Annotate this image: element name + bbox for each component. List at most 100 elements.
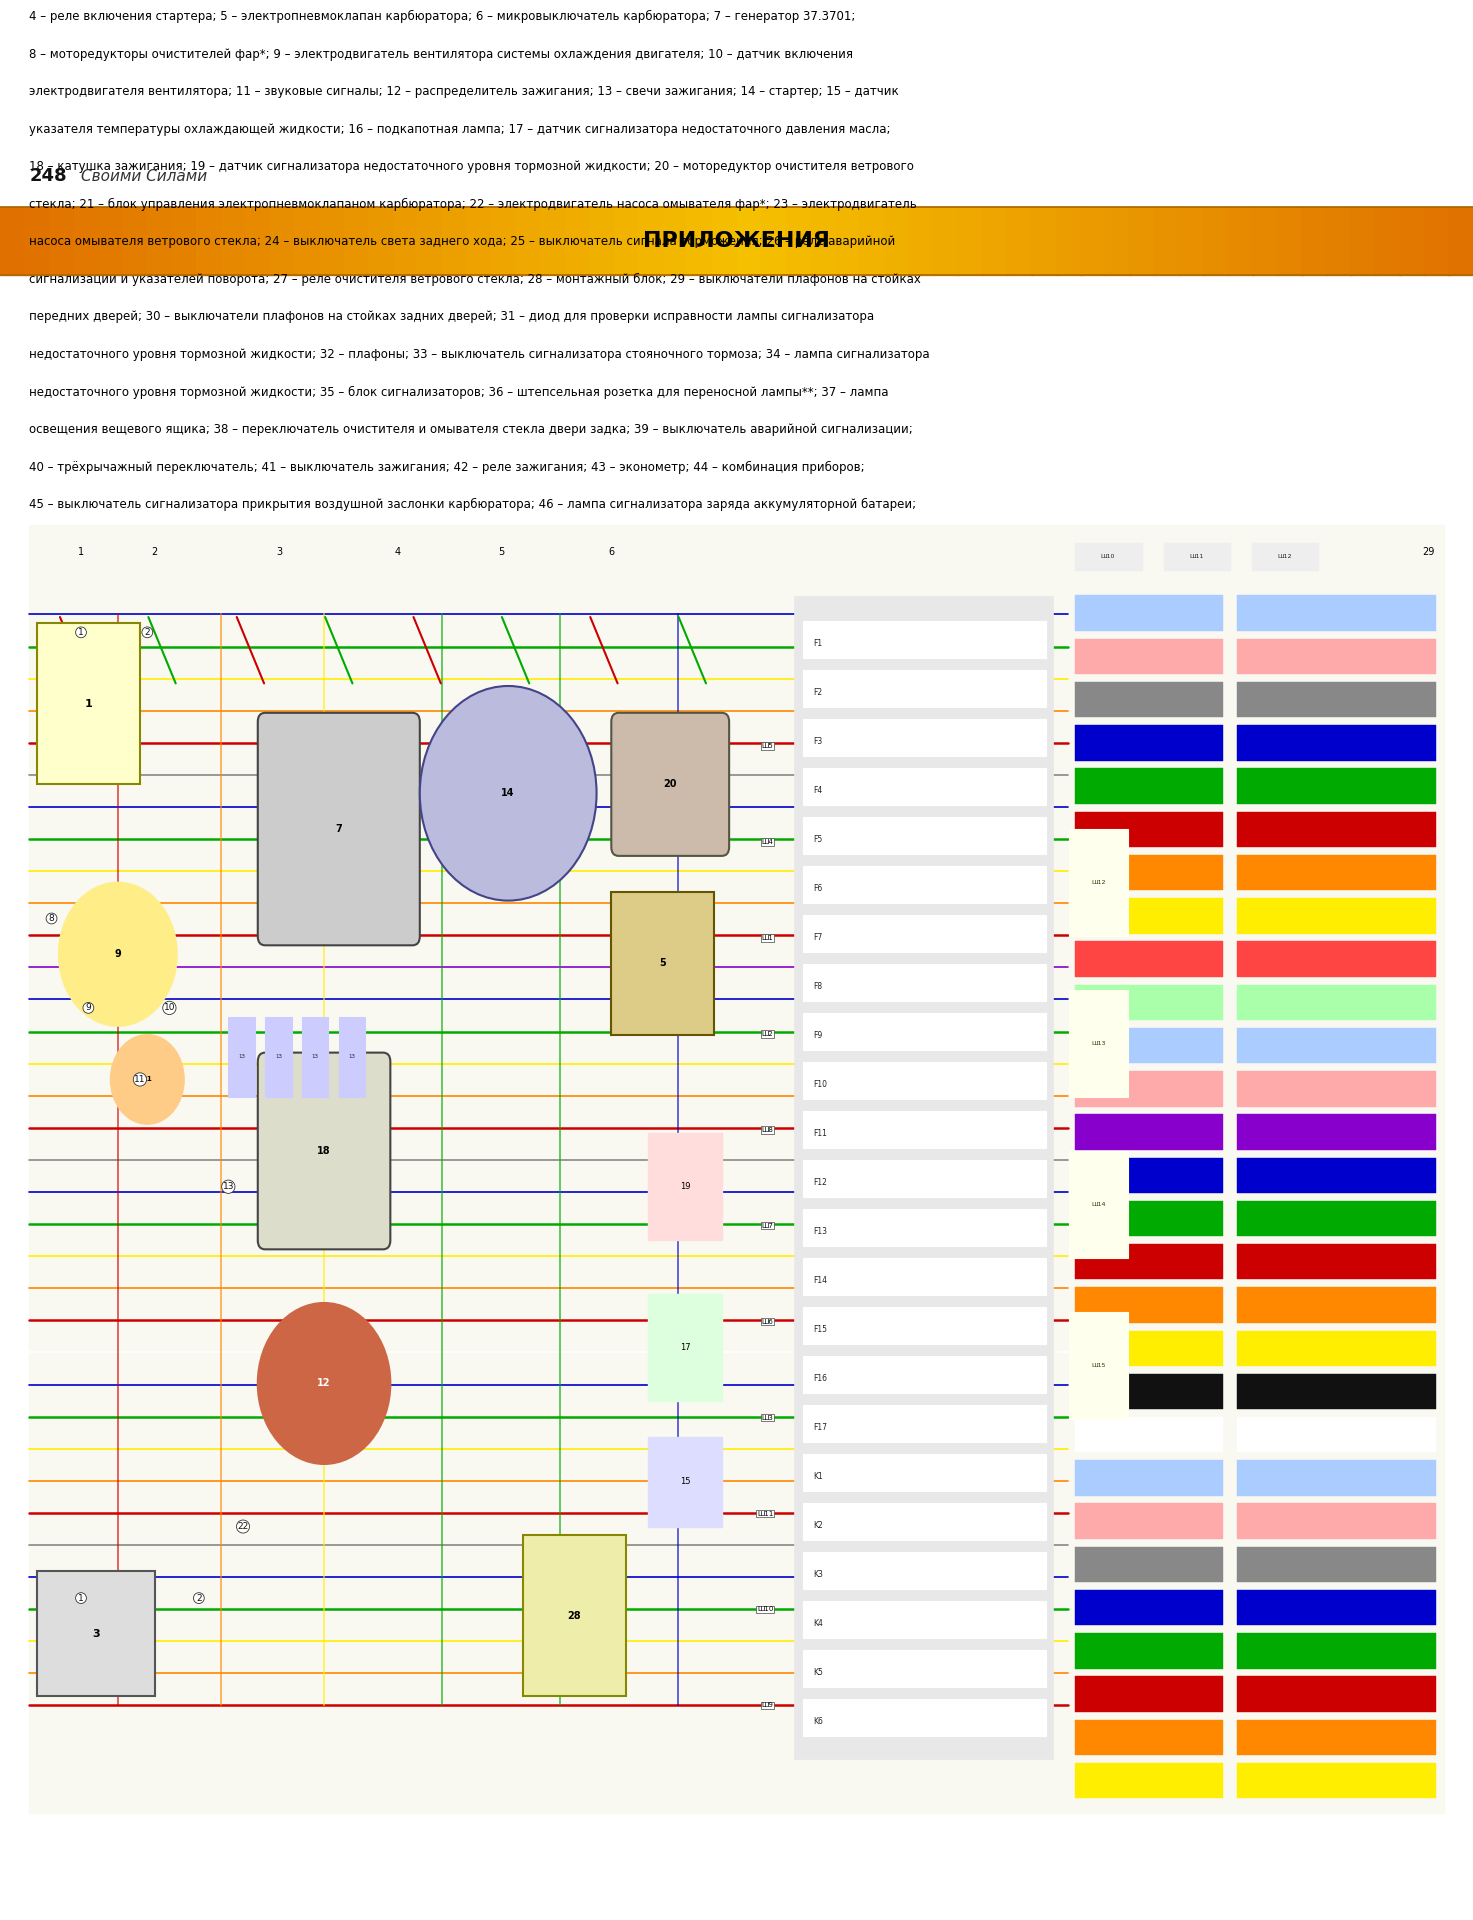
FancyBboxPatch shape (258, 712, 420, 945)
Bar (957, 207, 984, 275)
Text: 3: 3 (277, 547, 283, 557)
Bar (884, 207, 910, 275)
Text: Ш15: Ш15 (1091, 1363, 1106, 1369)
Bar (803, 1258, 1046, 1294)
Bar (1237, 1590, 1436, 1626)
Bar (803, 1649, 1046, 1688)
Text: K3: K3 (813, 1571, 823, 1578)
Text: освещения вещевого ящика; 38 – переключатель очистителя и омывателя стекла двери: освещения вещевого ящика; 38 – переключа… (29, 422, 913, 436)
Text: 1: 1 (84, 699, 93, 708)
Bar (803, 720, 1046, 756)
Bar (1237, 899, 1436, 933)
Bar (1237, 812, 1436, 847)
Bar (442, 207, 468, 275)
Bar (803, 1062, 1046, 1098)
Bar (1075, 1027, 1223, 1064)
Bar (1448, 207, 1473, 275)
Bar (589, 207, 616, 275)
Bar (1227, 207, 1254, 275)
Text: 8 – моторедукторы очистителей фар*; 9 – электродвигатель вентилятора системы охл: 8 – моторедукторы очистителей фар*; 9 – … (29, 48, 853, 61)
Text: передних дверей; 30 – выключатели плафонов на стойках задних дверей; 31 – диод д: передних дверей; 30 – выключатели плафон… (29, 311, 875, 323)
Bar (1237, 1417, 1436, 1452)
Bar (25, 207, 50, 275)
Bar (74, 207, 100, 275)
Bar (795, 597, 1053, 1759)
Text: 12: 12 (317, 1379, 331, 1388)
Text: Ш2: Ш2 (762, 1031, 773, 1037)
Bar (368, 207, 395, 275)
Bar (1237, 1200, 1436, 1236)
Text: 17: 17 (679, 1344, 691, 1352)
Bar (1075, 1461, 1223, 1496)
Text: 5: 5 (660, 958, 666, 968)
Bar (49, 207, 75, 275)
Bar (1075, 1763, 1223, 1799)
Bar (803, 916, 1046, 952)
Bar (99, 207, 124, 275)
Text: 6: 6 (608, 547, 614, 557)
Bar (1075, 1634, 1223, 1668)
Text: K2: K2 (813, 1521, 823, 1530)
Bar (1237, 985, 1436, 1020)
Bar (1237, 1634, 1436, 1668)
Text: Ш10: Ш10 (1100, 553, 1115, 559)
Text: 45 – выключатель сигнализатора прикрытия воздушной заслонки карбюратора; 46 – ла: 45 – выключатель сигнализатора прикрытия… (29, 497, 916, 511)
Text: 22: 22 (237, 1523, 249, 1530)
Bar (1075, 1244, 1223, 1279)
Text: 248: 248 (29, 167, 68, 186)
Text: Ш8: Ш8 (762, 1127, 773, 1133)
Bar (803, 1210, 1046, 1246)
Bar (393, 207, 418, 275)
Bar (1237, 1503, 1436, 1540)
Bar (648, 1294, 722, 1402)
Bar (1075, 1114, 1223, 1150)
Text: 4: 4 (395, 547, 401, 557)
Text: 3: 3 (91, 1628, 100, 1640)
Bar (711, 207, 738, 275)
Text: 8: 8 (49, 914, 55, 924)
Bar (1075, 1503, 1223, 1540)
Bar (1203, 207, 1228, 275)
Bar (1277, 207, 1302, 275)
Bar (1424, 207, 1449, 275)
Bar (302, 1018, 328, 1098)
Text: F4: F4 (813, 787, 822, 795)
Bar (147, 207, 174, 275)
Bar (835, 207, 860, 275)
Bar (1237, 1763, 1436, 1799)
Text: 28: 28 (567, 1611, 582, 1620)
Text: 2: 2 (144, 628, 150, 637)
Text: Ш4: Ш4 (762, 839, 773, 845)
Bar (1237, 595, 1436, 632)
Bar (1075, 726, 1223, 760)
Bar (1237, 1071, 1436, 1106)
Bar (320, 207, 345, 275)
Text: электродвигателя вентилятора; 11 – звуковые сигналы; 12 – распределитель зажиган: электродвигателя вентилятора; 11 – звуко… (29, 84, 899, 98)
Bar (1075, 941, 1223, 977)
Text: F15: F15 (813, 1325, 828, 1334)
Bar (1075, 768, 1223, 804)
Text: Своими Силами: Своими Силами (81, 169, 208, 184)
Bar (803, 964, 1046, 1000)
Bar (1237, 1373, 1436, 1409)
Bar (1130, 207, 1155, 275)
Bar (1326, 207, 1352, 275)
Bar (122, 207, 149, 275)
Bar (467, 207, 492, 275)
Bar (1075, 985, 1223, 1020)
Bar (1075, 1720, 1223, 1755)
Text: 7: 7 (336, 824, 342, 833)
Text: K6: K6 (813, 1716, 823, 1726)
Text: 5: 5 (498, 547, 504, 557)
Bar (246, 207, 271, 275)
Bar (785, 207, 812, 275)
Text: 11: 11 (143, 1077, 152, 1083)
Bar (1069, 991, 1128, 1098)
Bar (1301, 207, 1327, 275)
Bar (803, 1601, 1046, 1638)
Bar (762, 207, 787, 275)
Text: Ш9: Ш9 (762, 1703, 773, 1709)
Bar (1075, 1373, 1223, 1409)
Bar (810, 207, 837, 275)
Bar (343, 207, 370, 275)
